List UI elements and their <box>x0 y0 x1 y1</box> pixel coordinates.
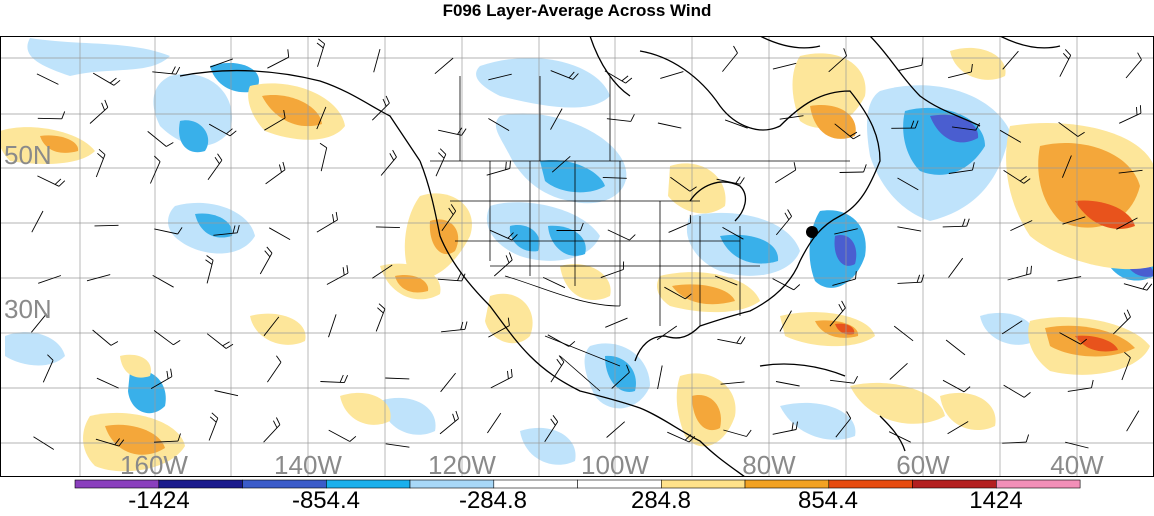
lat-label-30n: 30N <box>4 294 52 324</box>
lon-label-60w: 60W <box>896 450 950 477</box>
map-canvas: 50N 30N 160W 140W 120W 100W 80W 60W 40W <box>0 36 1154 477</box>
lon-label-100w: 100W <box>581 450 649 477</box>
colorbar-label-neg-854: -854.4 <box>292 487 360 511</box>
lat-label-50n: 50N <box>4 140 52 170</box>
lon-label-80w: 80W <box>742 450 796 477</box>
colorbar: -1424 -854.4 -284.8 284.8 854.4 1424 <box>0 478 1154 511</box>
colorbar-labels: -1424 -854.4 -284.8 284.8 854.4 1424 <box>128 487 1022 511</box>
map-panel: 50N 30N 160W 140W 120W 100W 80W 60W 40W <box>0 36 1154 477</box>
lon-label-140w: 140W <box>274 450 342 477</box>
lon-label-40w: 40W <box>1050 450 1104 477</box>
colorbar-swatches <box>75 480 1080 488</box>
location-marker <box>806 226 818 238</box>
lon-label-120w: 120W <box>428 450 496 477</box>
wind-barb <box>95 225 119 226</box>
lon-label-160w: 160W <box>120 450 188 477</box>
colorbar-canvas: -1424 -854.4 -284.8 284.8 854.4 1424 <box>0 478 1154 511</box>
colorbar-label-pos-284: 284.8 <box>631 487 691 511</box>
colorbar-label-neg-1424: -1424 <box>128 487 189 511</box>
colorbar-label-pos-1424: 1424 <box>969 487 1022 511</box>
colorbar-label-pos-854: 854.4 <box>798 487 858 511</box>
colorbar-label-neg-284: -284.8 <box>459 487 527 511</box>
map-title: F096 Layer-Average Across Wind <box>0 0 1154 26</box>
